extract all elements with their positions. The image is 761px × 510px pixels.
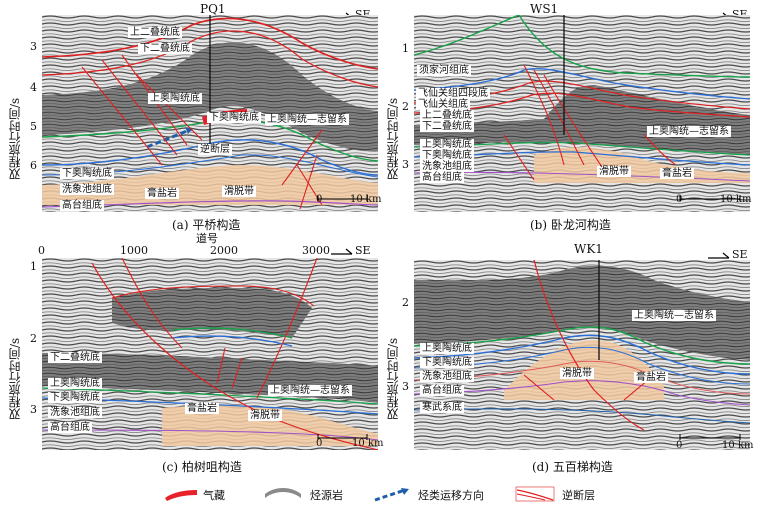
y-axis-label-b: 双程旅行时间/s <box>386 97 400 180</box>
scale-ten: 10 km <box>350 194 382 205</box>
horizon-label: 洗象池组底 <box>420 161 474 172</box>
axis-title-trace: 道号 <box>196 232 218 245</box>
legend: 气藏 烃源岩 烃类运移方向 逆断层 <box>0 482 761 508</box>
horizon-label: 上二叠统底 <box>128 27 182 38</box>
gas-swatch-icon <box>165 490 197 501</box>
source-rock-swatch-icon <box>265 488 301 498</box>
horizon-label: 上奥陶统—志留系 <box>265 114 349 125</box>
horizon-label: 上奥陶统底 <box>420 139 474 150</box>
horizon-label: 上奥陶统底 <box>148 93 202 104</box>
horizon-label: 下二叠统底 <box>48 352 102 363</box>
horizon-label: 洗象池组底 <box>48 407 102 418</box>
panel-d: WK1 SE 双程旅行时间/s 2 3 上奥陶统—志留系 上奥陶统底 下奥陶统底… <box>382 240 761 480</box>
caption-b: (b) 卧龙河构造 <box>530 218 611 232</box>
horizon-label: 下奥陶统底 <box>207 112 261 123</box>
horizon-label: 滑脱带 <box>248 410 282 421</box>
y-tick: 3 <box>30 40 37 53</box>
horizon-label: 膏盐岩 <box>634 372 668 383</box>
horizon-label: 滑脱带 <box>222 186 256 197</box>
horizon-label: 下奥陶统底 <box>48 392 102 403</box>
horizon-label: 须家河组底 <box>417 65 471 76</box>
horizon-label: 高台组底 <box>48 422 92 433</box>
well-label-ws1: WS1 <box>530 2 559 16</box>
scale-ten: 10 km <box>352 438 384 449</box>
caption-c: (c) 柏树咀构造 <box>162 460 242 474</box>
horizon-label: 下二叠统底 <box>138 43 192 54</box>
direction-arrow-icon <box>331 248 353 255</box>
top-tick: 2000 <box>210 244 238 257</box>
direction-arrow-icon <box>708 252 730 259</box>
horizon-label: 飞仙关组底 <box>416 99 470 110</box>
horizon-label: 洗象池组底 <box>60 184 114 195</box>
y-tick: 3 <box>30 403 37 416</box>
y-axis-label-d: 双程旅行时间/s <box>386 337 400 420</box>
horizon-label: 下奥陶统底 <box>420 150 474 161</box>
horizon-label: 飞仙关组四段底 <box>416 88 490 99</box>
caption-a: (a) 平桥构造 <box>172 218 241 232</box>
horizon-label: 下奥陶统底 <box>420 357 474 368</box>
horizon-label: 下奥陶统底 <box>60 168 114 179</box>
legend-fault: 逆断层 <box>562 489 595 502</box>
y-axis-label-c: 双程旅行时间/s <box>8 337 22 420</box>
legend-gas: 气藏 <box>203 489 225 502</box>
y-tick: 4 <box>30 81 37 94</box>
y-tick: 5 <box>30 120 37 133</box>
y-tick: 2 <box>402 100 409 113</box>
well-label-pq1: PQ1 <box>200 2 226 16</box>
y-tick: 1 <box>402 42 409 55</box>
horizon-label: 滑脱带 <box>560 368 594 379</box>
horizon-label: 高台组底 <box>420 172 464 183</box>
scale-zero: 0 <box>316 438 323 449</box>
panel-b: WS1 SE 双程旅行时间/s 1 2 3 须家河组底 飞仙关组四段底 飞仙关组… <box>382 0 761 240</box>
horizon-label: 高台组底 <box>60 200 104 211</box>
top-tick: 1000 <box>120 244 148 257</box>
y-tick: 2 <box>30 332 37 345</box>
scale-zero: 0 <box>676 194 683 205</box>
y-tick: 3 <box>402 158 409 171</box>
direction-label: SE <box>355 244 371 257</box>
y-axis-label-a: 双程旅行时间/s <box>8 97 22 180</box>
y-tick: 2 <box>402 296 409 309</box>
legend-migration: 烃类运移方向 <box>418 489 484 502</box>
y-tick: 6 <box>30 159 37 172</box>
caption-d: (d) 五百梯构造 <box>532 460 613 474</box>
horizon-label: 寒武系底 <box>420 402 464 413</box>
horizon-label: 上二叠统底 <box>420 110 474 121</box>
horizon-label: 上奥陶统—志留系 <box>632 310 716 321</box>
direction-label: SE <box>732 248 748 261</box>
horizon-label: 上奥陶统—志留系 <box>647 126 731 137</box>
horizon-label: 高台组底 <box>420 385 464 396</box>
horizon-label: 上奥陶统—志留系 <box>268 385 352 396</box>
y-tick: 1 <box>30 260 37 273</box>
horizon-label: 上奥陶统底 <box>48 378 102 389</box>
top-tick: 0 <box>38 244 45 257</box>
scale-zero: 0 <box>316 194 323 205</box>
top-tick: 3000 <box>302 244 330 257</box>
horizon-label: 膏盐岩 <box>660 168 694 179</box>
horizon-label: 膏盐岩 <box>185 403 219 414</box>
scale-ten: 10 km <box>720 194 752 205</box>
well-label-wk1: WK1 <box>574 242 603 256</box>
scale-ten: 10 km <box>722 440 754 451</box>
horizon-label: 逆断层 <box>198 144 232 155</box>
horizon-label: 膏盐岩 <box>145 188 179 199</box>
y-tick: 3 <box>402 380 409 393</box>
legend-source-rock: 烃源岩 <box>310 489 343 502</box>
panel-a: PQ1 SE 双程旅行时间/s 3 4 5 6 <box>0 0 382 240</box>
panel-c: 道号 0 1000 2000 3000 SE 双程旅行时间/s 1 2 3 下二… <box>0 232 384 480</box>
migration-swatch-icon <box>374 488 409 502</box>
fault-swatch-icon <box>515 486 555 502</box>
horizon-label: 下二叠统底 <box>420 121 474 132</box>
horizon-label: 洗象池组底 <box>420 371 474 382</box>
scale-zero: 0 <box>676 440 683 451</box>
seismic-section-d <box>414 260 750 450</box>
horizon-label: 滑脱带 <box>597 166 631 177</box>
horizon-label: 上奥陶统底 <box>420 343 474 354</box>
